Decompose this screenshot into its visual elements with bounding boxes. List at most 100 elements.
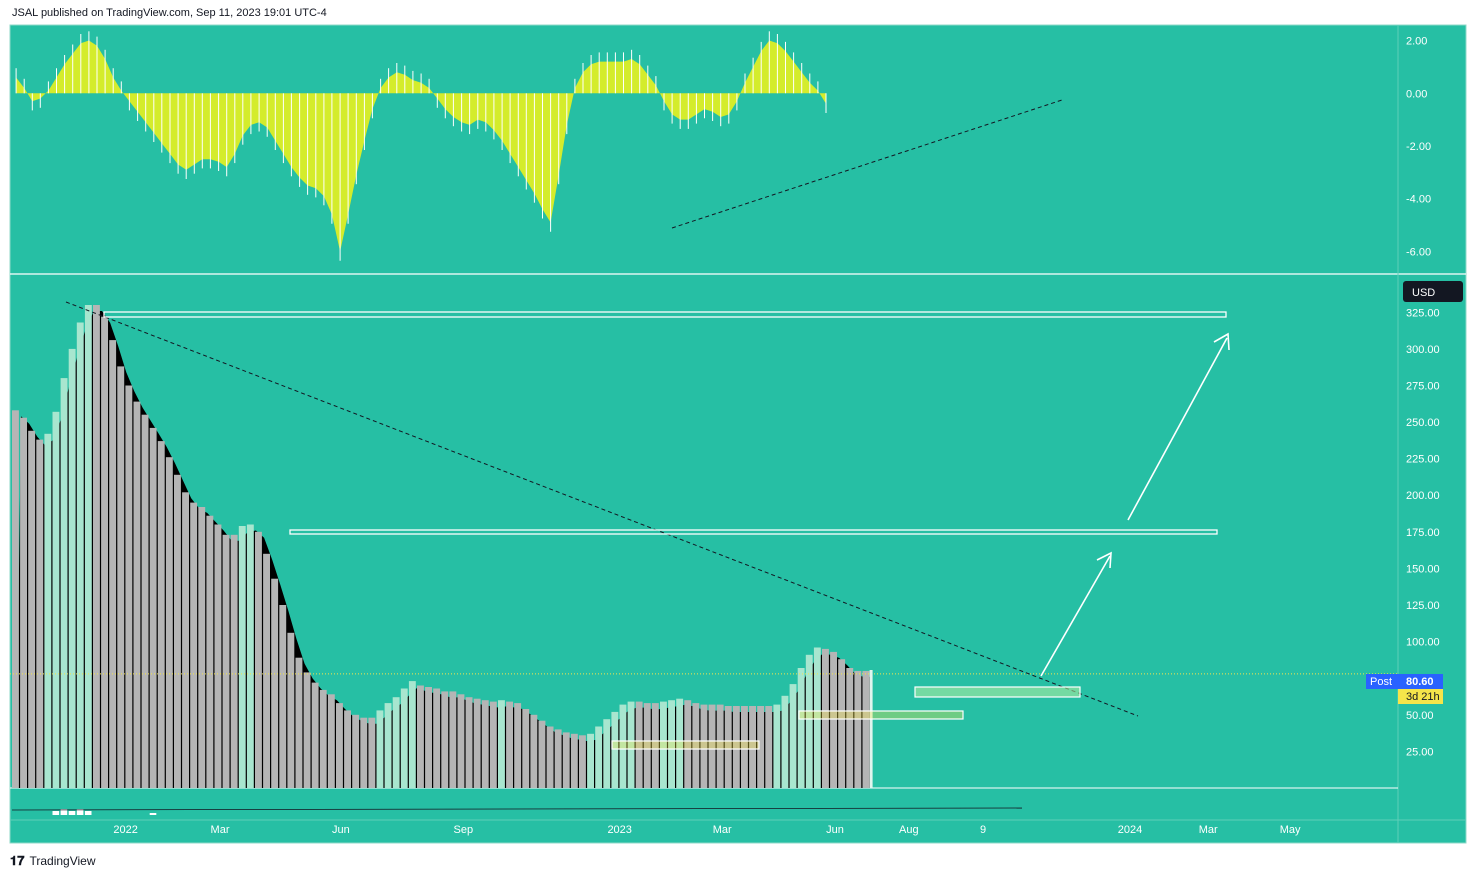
resistance-box-mid[interactable] xyxy=(289,529,1218,535)
price-bar xyxy=(117,366,125,788)
price-bar xyxy=(206,515,214,788)
resistance-box-top[interactable] xyxy=(103,311,1227,318)
price-bar xyxy=(384,703,392,788)
price-bar xyxy=(400,688,408,788)
price-bar xyxy=(579,735,586,788)
price-bar xyxy=(165,457,173,788)
time-tick-label: May xyxy=(1280,824,1301,836)
price-bar xyxy=(538,720,546,788)
price-bar xyxy=(700,704,708,788)
oscillator-trendline[interactable] xyxy=(671,99,1063,229)
countdown-label: 3d 21h xyxy=(1406,691,1440,703)
price-bar xyxy=(724,706,732,788)
drawings-layer[interactable] xyxy=(65,99,1230,750)
price-bar xyxy=(68,348,76,788)
price-bar xyxy=(303,672,311,788)
price-bar xyxy=(327,694,335,788)
price-bar xyxy=(157,441,165,788)
price-downtrend-line[interactable] xyxy=(65,301,1139,717)
price-bar xyxy=(716,704,724,788)
price-bar xyxy=(101,316,108,788)
price-bar xyxy=(473,698,481,788)
price-tick-label: 150.00 xyxy=(1406,563,1440,575)
price-bar xyxy=(660,701,667,788)
projection-arrowhead-2 xyxy=(1213,332,1230,351)
volume-bar xyxy=(60,809,68,815)
projection-arrow-2[interactable] xyxy=(1127,337,1228,521)
tradingview-footer[interactable]: 𝟏𝟕 TradingView xyxy=(10,853,96,869)
post-session-label: Post xyxy=(1370,676,1392,688)
projection-arrow-1[interactable] xyxy=(1040,555,1111,677)
price-bar xyxy=(214,524,222,788)
price-bar xyxy=(813,647,821,788)
price-tick-label: 125.00 xyxy=(1406,600,1440,612)
price-bar xyxy=(344,710,351,788)
price-bar xyxy=(757,706,765,788)
time-tick-label: 2024 xyxy=(1118,824,1142,836)
price-bar xyxy=(506,701,513,788)
currency-badge[interactable]: USD xyxy=(1403,281,1463,302)
price-bar xyxy=(773,704,781,788)
price-bar xyxy=(141,414,149,788)
current-bar-marker xyxy=(869,670,873,788)
price-bar xyxy=(271,578,279,788)
price-bar xyxy=(457,694,465,788)
time-tick-label: Aug xyxy=(899,824,919,836)
price-bar xyxy=(797,668,805,788)
price-tick-label: 250.00 xyxy=(1406,417,1440,429)
time-tick-label: Jun xyxy=(826,824,844,836)
price-bar xyxy=(190,502,198,788)
price-bar xyxy=(862,670,870,788)
price-bar xyxy=(238,526,246,788)
price-bar xyxy=(749,706,756,788)
oscillator-tick-label: 0.00 xyxy=(1406,88,1427,100)
price-bar xyxy=(20,417,27,788)
price-bar xyxy=(441,691,449,788)
price-tick-label: 175.00 xyxy=(1406,527,1440,539)
post-badge-bg xyxy=(1366,674,1398,689)
price-bar xyxy=(651,703,659,788)
price-bar xyxy=(417,685,424,788)
price-bar xyxy=(287,632,295,788)
price-bar xyxy=(530,714,538,788)
oscillator-tick-label: -6.00 xyxy=(1406,246,1431,258)
support-box-1[interactable] xyxy=(611,740,760,750)
price-bar xyxy=(668,700,675,788)
price-bar xyxy=(846,668,854,788)
price-bar xyxy=(174,474,181,788)
price-bar xyxy=(562,732,570,788)
time-axis: 2022 Mar Jun Sep 2023 Mar Jun Aug 9 2024 Mar May xyxy=(113,824,1301,836)
price-bar xyxy=(392,697,400,788)
price-bar xyxy=(376,710,384,788)
price-bar xyxy=(805,654,813,788)
volume-bar xyxy=(68,811,76,815)
price-axis: 325.00 300.00 275.00 250.00 225.00 200.00 175.… xyxy=(1406,307,1440,758)
currency-label: USD xyxy=(1412,287,1435,299)
time-tick-label: Mar xyxy=(713,824,732,836)
oscillator-axis: 2.00 0.00 -2.00 -4.00 -6.00 xyxy=(1406,36,1431,259)
price-bar xyxy=(246,524,254,788)
volume-bar xyxy=(149,813,157,815)
price-bar xyxy=(684,700,692,788)
price-bar xyxy=(182,492,189,788)
price-bar xyxy=(522,709,530,788)
oscillator-pane xyxy=(15,31,827,261)
price-bar xyxy=(352,714,360,788)
time-tick-label: Mar xyxy=(211,824,230,836)
support-box-2[interactable] xyxy=(798,710,964,720)
price-bar xyxy=(635,701,643,788)
price-bar xyxy=(732,706,740,788)
price-bar xyxy=(854,670,862,788)
oscillator-tick-label: -2.00 xyxy=(1406,141,1431,153)
price-bar xyxy=(425,687,432,788)
time-tick-label: Jun xyxy=(332,824,350,836)
oscillator-tick-label: -4.00 xyxy=(1406,194,1431,206)
oscillator-tick-label: 2.00 xyxy=(1406,36,1427,48)
price-tick-label: 225.00 xyxy=(1406,454,1440,466)
price-bar xyxy=(230,534,238,788)
price-bar xyxy=(554,729,562,788)
price-bar xyxy=(789,684,797,788)
price-bar xyxy=(279,605,287,788)
breakout-box[interactable] xyxy=(914,686,1081,698)
